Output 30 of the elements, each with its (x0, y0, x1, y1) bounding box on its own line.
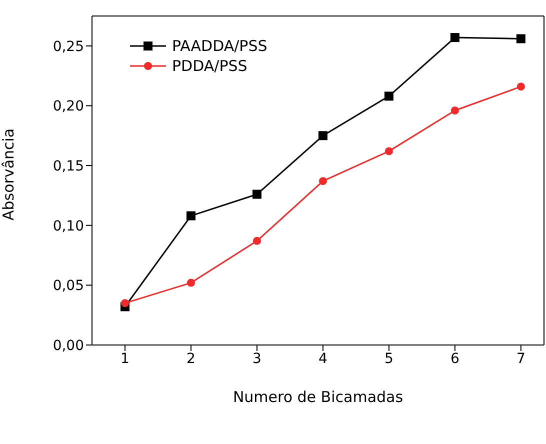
legend-label: PDDA/PSS (172, 57, 248, 75)
point (384, 147, 393, 156)
y-tick-label: 0,20 (52, 98, 84, 115)
x-tick-label: 5 (384, 350, 394, 367)
x-axis-title: Numero de Bicamadas (232, 388, 404, 406)
y-tick-label: 0,00 (52, 338, 84, 354)
point (252, 190, 262, 199)
x-tick-label: 6 (450, 350, 460, 367)
x-tick-label: 4 (318, 350, 328, 367)
y-tick-label: 0,25 (52, 38, 84, 55)
y-axis-title: Absorvância (0, 128, 18, 220)
x-tick-label: 7 (516, 350, 526, 367)
y-tick-label: 0,05 (52, 278, 84, 294)
x-tick-label: 1 (120, 350, 130, 367)
y-tick-label: 0,10 (52, 218, 84, 234)
point (450, 106, 459, 115)
point (318, 177, 327, 186)
point (384, 92, 394, 101)
point (318, 131, 328, 140)
y-tick-label: 0,15 (52, 158, 84, 175)
point (252, 236, 261, 245)
point (516, 82, 525, 91)
point (120, 299, 129, 308)
point (186, 211, 196, 220)
point (186, 278, 195, 287)
legend-label: PAADDA/PSS (172, 37, 268, 55)
x-tick-label: 2 (186, 350, 196, 367)
point (450, 33, 460, 42)
x-tick-label: 3 (252, 350, 262, 367)
point (516, 34, 526, 44)
